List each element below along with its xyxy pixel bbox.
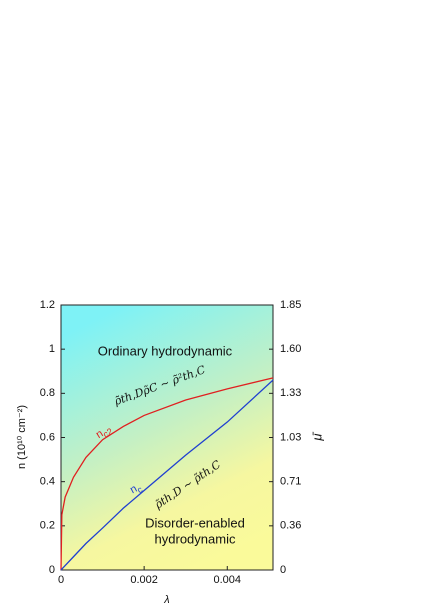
series-name: n (128, 483, 139, 496)
series-label: nc (128, 480, 145, 498)
region-label: hydrodynamic (155, 531, 236, 546)
y2-tick-label: 1.33 (280, 387, 301, 399)
y2-tick-label: 0 (280, 564, 286, 576)
y-tick-label: 1 (49, 343, 55, 355)
region-label: Ordinary hydrodynamic (98, 343, 233, 358)
x-tick-label: 0.002 (130, 574, 158, 586)
y-tick-label: 0.4 (40, 476, 55, 488)
series-name: n (94, 428, 106, 441)
y-axis-label: n (10¹⁰ cm⁻²) (16, 405, 28, 469)
region-label: Disorder-enabled (145, 515, 245, 530)
series-line (60, 379, 274, 571)
series-line (60, 377, 274, 571)
y2-tick-label: 1.85 (280, 299, 301, 311)
y2-tick-label: 1.60 (280, 343, 301, 355)
y-tick-label: 1.2 (40, 299, 55, 311)
y-tick-label: 0 (49, 564, 55, 576)
series-label: nc2 (94, 423, 115, 444)
y-tick-label: 0.6 (40, 431, 55, 443)
y2-axis-label: μ̄ (309, 431, 324, 441)
x-axis-label: λ (163, 594, 169, 606)
x-tick-label: 0 (58, 574, 64, 586)
x-tick-label: 0.004 (214, 574, 242, 586)
y-tick-label: 0.2 (40, 520, 55, 532)
series-subscript: c (136, 484, 145, 495)
y2-tick-label: 0.36 (280, 520, 301, 532)
series-subscript: c2 (101, 426, 114, 440)
plot-area (61, 305, 273, 570)
y2-tick-label: 1.03 (280, 431, 301, 443)
y2-tick-label: 0.71 (280, 476, 301, 488)
y-tick-label: 0.8 (40, 387, 55, 399)
